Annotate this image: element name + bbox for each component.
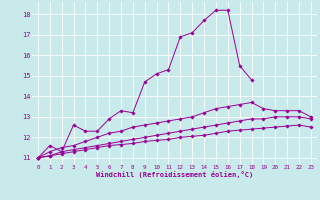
X-axis label: Windchill (Refroidissement éolien,°C): Windchill (Refroidissement éolien,°C) xyxy=(96,171,253,178)
